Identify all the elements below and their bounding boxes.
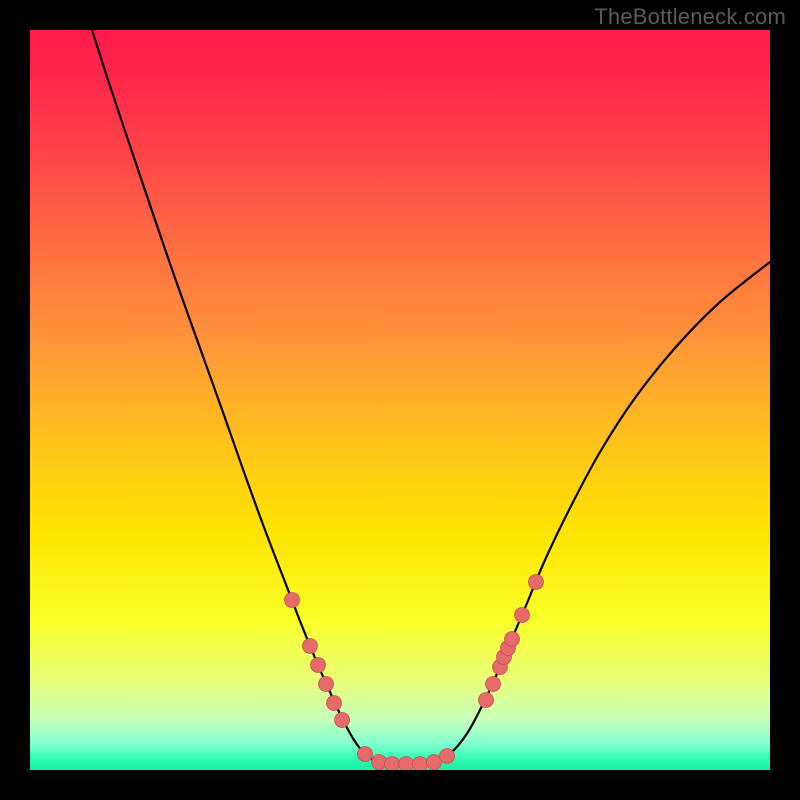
curve-marker xyxy=(505,632,520,647)
curve-marker xyxy=(515,608,530,623)
curve-marker xyxy=(319,677,334,692)
curve-marker xyxy=(303,639,318,654)
chart-frame: TheBottleneck.com xyxy=(0,0,800,800)
watermark-text: TheBottleneck.com xyxy=(594,4,786,30)
curve-marker xyxy=(440,749,455,764)
curve-marker xyxy=(486,677,501,692)
curve-marker xyxy=(285,593,300,608)
marker-group xyxy=(285,575,544,771)
curve-marker xyxy=(413,757,428,771)
curve-marker xyxy=(385,757,400,771)
curve-marker xyxy=(358,747,373,762)
curve-marker xyxy=(327,696,342,711)
curve-marker xyxy=(529,575,544,590)
plot-area xyxy=(30,30,770,770)
curve-marker xyxy=(479,693,494,708)
bottleneck-curve-svg xyxy=(30,30,770,770)
curve-marker xyxy=(311,658,326,673)
curve-marker xyxy=(372,755,387,770)
curve-marker xyxy=(399,757,414,771)
bottleneck-curve xyxy=(92,30,770,765)
curve-marker xyxy=(335,713,350,728)
